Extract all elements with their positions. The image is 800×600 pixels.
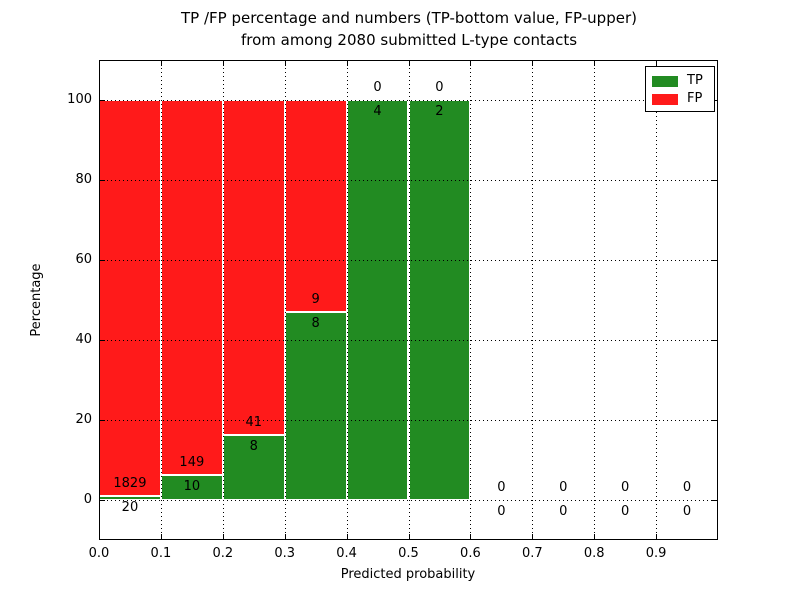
legend-label: FP	[687, 91, 703, 106]
fp-count-label: 0	[373, 80, 382, 95]
fp-count-label: 149	[179, 454, 205, 470]
fp-count-label: 0	[559, 480, 568, 495]
fp-count-label: 0	[682, 480, 692, 495]
bar-tp-segment	[346, 100, 409, 500]
y-tick-left	[100, 180, 105, 181]
y-tick-right	[712, 340, 717, 341]
x-tick-label: 0.1	[150, 546, 172, 561]
gridline-vertical	[470, 60, 472, 540]
legend-item-tp: TP	[646, 72, 714, 90]
tp-count-label: 20	[121, 499, 139, 515]
x-tick-label: 0.5	[398, 546, 419, 561]
x-tick-label: 0.0	[88, 546, 110, 561]
gridline-vertical	[346, 60, 348, 540]
gridline-vertical	[656, 60, 658, 540]
gridline-vertical	[222, 60, 224, 540]
x-tick-top	[594, 61, 596, 66]
legend-label: TP	[687, 73, 703, 88]
y-tick-right	[712, 260, 717, 261]
y-tick-left	[100, 100, 105, 101]
bar-fp-segment	[284, 100, 347, 312]
bar-tp-segment	[222, 434, 285, 500]
x-tick-label: 0.9	[645, 546, 667, 561]
y-tick-label: 0	[83, 492, 92, 507]
gridline-vertical	[594, 60, 596, 540]
x-tick-label: 0.2	[212, 546, 234, 561]
x-tick-label: 0.7	[521, 546, 543, 561]
gridline-vertical	[160, 60, 162, 540]
gridline-vertical	[284, 60, 286, 540]
y-tick-left	[100, 500, 105, 501]
legend: TP FP	[645, 66, 715, 112]
tp-swatch	[652, 75, 678, 87]
tp-count-label: 8	[311, 315, 320, 331]
bar-tp-segment	[160, 474, 223, 500]
x-tick-top	[222, 61, 224, 66]
tp-count-label: 2	[435, 104, 444, 119]
tp-count-label: 8	[249, 438, 258, 454]
bar-tp-segment	[408, 100, 471, 500]
x-tick-top	[656, 61, 658, 66]
x-axis-label: Predicted probability	[340, 567, 476, 582]
x-tick-label: 0.6	[460, 546, 481, 561]
tp-count-label: 4	[373, 104, 382, 119]
x-tick-label: 0.4	[336, 546, 357, 561]
x-tick-top	[470, 61, 472, 66]
y-tick-left	[100, 260, 105, 261]
fp-count-label: 1829	[113, 475, 147, 491]
x-tick-bottom	[656, 534, 658, 539]
x-tick-bottom	[284, 534, 286, 539]
y-tick-right	[712, 420, 717, 421]
gridline-vertical	[532, 60, 534, 540]
tp-count-label: 0	[559, 504, 568, 519]
x-tick-bottom	[408, 534, 410, 539]
tp-count-label: 0	[620, 504, 630, 519]
tp-count-label: 0	[682, 504, 692, 519]
chart-title-line2: from among 2080 submitted L-type contact…	[240, 31, 578, 49]
x-tick-top	[408, 61, 410, 66]
y-tick-label: 20	[75, 412, 92, 427]
y-tick-left	[100, 420, 105, 421]
bar-fp-segment	[160, 100, 223, 475]
tp-count-label: 10	[183, 478, 201, 494]
gridline-vertical	[408, 60, 410, 540]
chart-title-line1: TP /FP percentage and numbers (TP-bottom…	[181, 9, 637, 27]
fp-swatch	[652, 93, 678, 105]
x-tick-label: 0.8	[583, 546, 605, 561]
y-tick-right	[712, 500, 717, 501]
tp-count-label: 0	[497, 504, 506, 519]
y-tick-right	[712, 180, 717, 181]
y-tick-label: 60	[75, 252, 92, 267]
fp-count-label: 41	[245, 414, 263, 430]
x-tick-top	[532, 61, 534, 66]
x-tick-bottom	[346, 534, 348, 539]
y-tick-label: 100	[67, 92, 92, 107]
y-tick-label: 80	[75, 172, 92, 187]
x-tick-bottom	[99, 534, 100, 539]
fp-count-label: 9	[311, 291, 320, 307]
x-tick-bottom	[222, 534, 224, 539]
fp-count-label: 0	[435, 80, 444, 95]
x-tick-label: 0.3	[274, 546, 296, 561]
x-tick-bottom	[470, 534, 472, 539]
x-tick-bottom	[532, 534, 534, 539]
y-tick-left	[100, 340, 105, 341]
fp-count-label: 0	[497, 480, 506, 495]
x-tick-top	[99, 61, 100, 66]
bar-tp-segment	[284, 311, 347, 500]
bar-fp-segment	[222, 100, 285, 435]
fp-count-label: 0	[620, 480, 630, 495]
x-tick-top	[160, 61, 162, 66]
x-tick-top	[284, 61, 286, 66]
x-tick-bottom	[160, 534, 162, 539]
y-tick-label: 40	[75, 332, 92, 347]
x-tick-top	[346, 61, 348, 66]
y-axis-label: Percentage	[29, 263, 44, 337]
legend-item-fp: FP	[646, 90, 714, 108]
x-tick-bottom	[594, 534, 596, 539]
bar-fp-segment	[99, 100, 161, 496]
